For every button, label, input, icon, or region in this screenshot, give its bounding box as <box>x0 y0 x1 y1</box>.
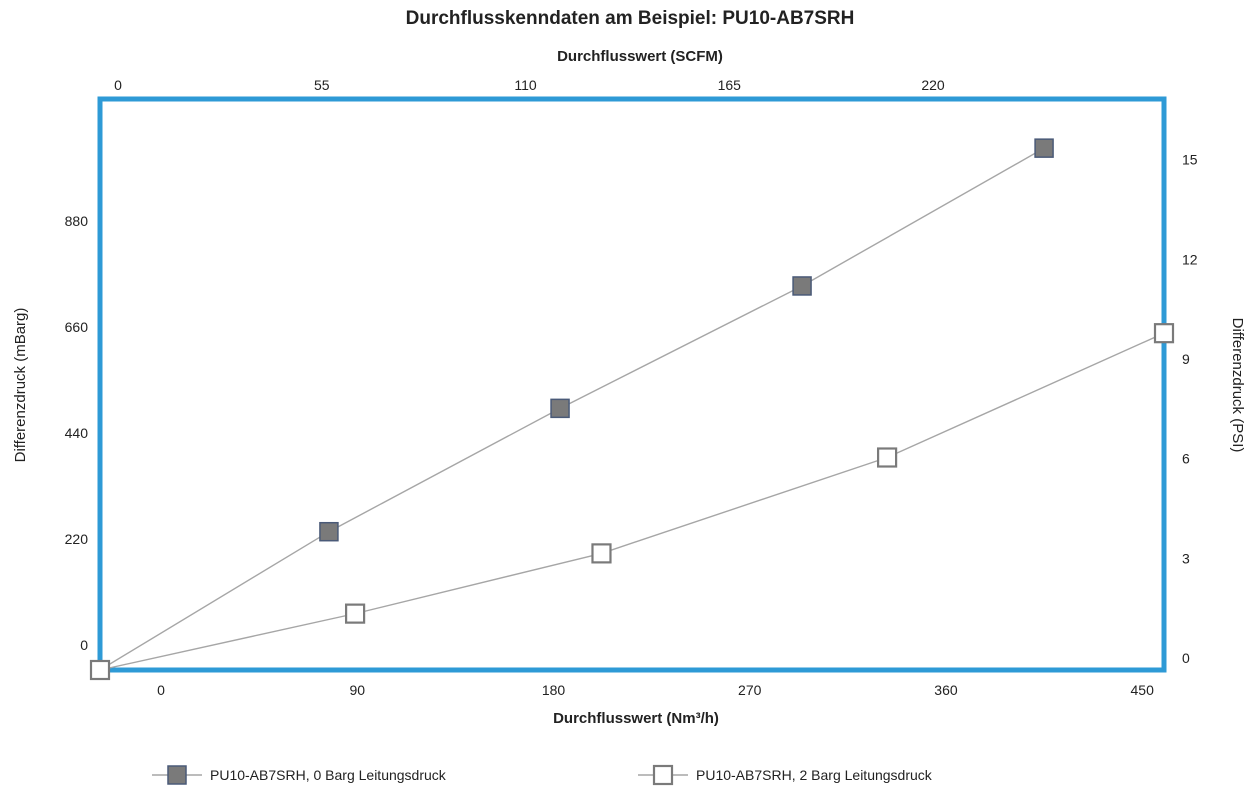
x-top-tick-label: 0 <box>114 77 122 93</box>
y-left-ticks: 0 220 440 660 880 <box>65 213 89 653</box>
data-point-filled-square <box>550 398 570 419</box>
y-left-axis-title: Differenzdruck (mBarg) <box>12 308 29 463</box>
x-bottom-tick-label: 0 <box>157 682 165 698</box>
x-bottom-tick-label: 360 <box>934 682 958 698</box>
plot-frame <box>97 96 1167 673</box>
x-top-ticks: 0 55 110 165 220 <box>114 77 945 93</box>
x-top-tick-label: 110 <box>514 77 537 93</box>
x-top-axis-title: Durchflusswert (SCFM) <box>557 48 723 65</box>
data-point-filled-square <box>319 521 339 542</box>
y-left-tick-label: 440 <box>65 425 89 441</box>
x-bottom-tick-label: 180 <box>542 682 566 698</box>
legend: PU10-AB7SRH, 0 Barg Leitungsdruck PU10-AB… <box>152 764 933 786</box>
x-bottom-tick-label: 450 <box>1131 682 1155 698</box>
legend-label: PU10-AB7SRH, 2 Barg Leitungsdruck <box>696 767 933 783</box>
y-right-ticks: 0 3 6 9 12 15 <box>1182 152 1198 666</box>
data-point-filled-square <box>792 276 812 296</box>
y-right-tick-label: 6 <box>1182 451 1190 467</box>
data-point-open-square <box>344 603 366 624</box>
series-line <box>99 332 1165 671</box>
x-top-tick-label: 165 <box>718 77 742 93</box>
x-top-tick-label: 55 <box>314 77 330 93</box>
data-point-open-square <box>89 659 111 681</box>
y-left-tick-label: 220 <box>65 531 89 547</box>
data-point-open-square <box>876 447 898 468</box>
x-bottom-tick-label: 270 <box>738 682 762 698</box>
chart-title: Durchflusskenndaten am Beispiel: PU10-AB… <box>406 8 855 29</box>
y-left-tick-label: 660 <box>65 319 89 335</box>
y-right-tick-label: 0 <box>1182 650 1190 666</box>
y-right-tick-label: 12 <box>1182 251 1198 267</box>
y-right-tick-label: 3 <box>1182 550 1190 566</box>
series-layer <box>89 138 1175 681</box>
y-right-tick-label: 15 <box>1182 152 1198 168</box>
y-right-tick-label: 9 <box>1182 351 1190 367</box>
series-line <box>99 147 1045 671</box>
x-bottom-axis-title: Durchflusswert (Nm³/h) <box>553 710 719 727</box>
legend-marker-filled-square <box>167 765 187 785</box>
y-right-axis-title: Differenzdruck (PSI) <box>1229 318 1246 453</box>
x-top-tick-label: 220 <box>921 77 945 93</box>
legend-marker-open-square <box>652 764 674 786</box>
legend-label: PU10-AB7SRH, 0 Barg Leitungsdruck <box>210 767 447 783</box>
data-point-filled-square <box>1034 138 1054 158</box>
data-point-open-square <box>591 543 612 564</box>
y-left-tick-label: 880 <box>65 213 89 229</box>
data-point-open-square <box>1153 323 1175 344</box>
x-bottom-tick-label: 90 <box>349 682 365 698</box>
y-left-tick-label: 0 <box>80 637 88 653</box>
x-bottom-ticks: 0 90 180 270 360 450 <box>157 682 1154 698</box>
